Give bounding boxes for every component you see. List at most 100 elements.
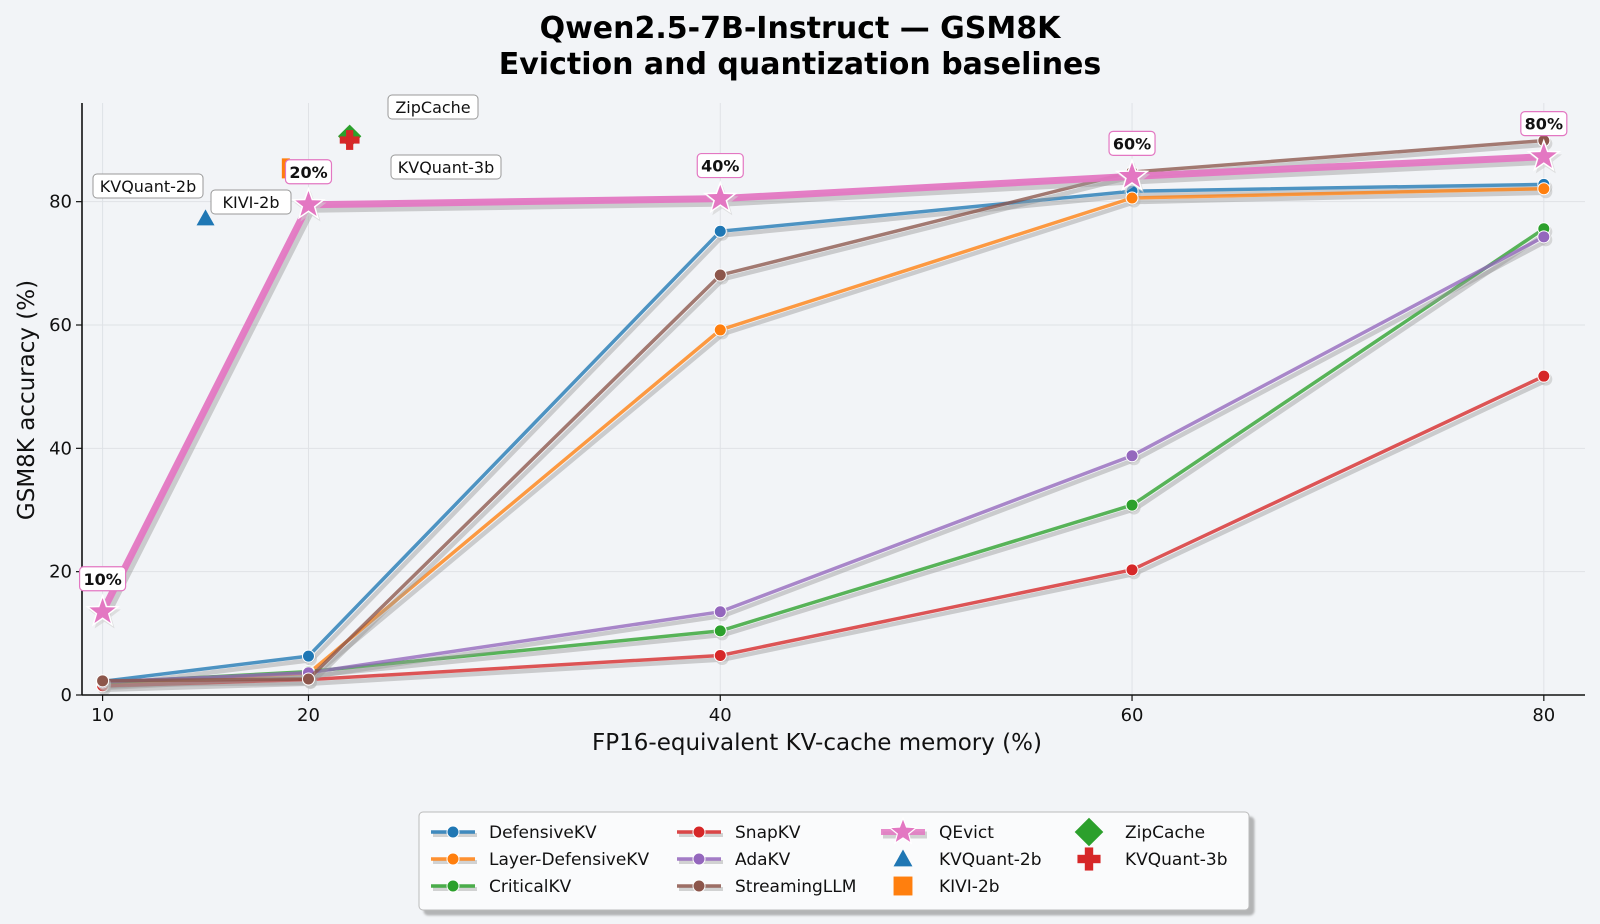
series-layer — [85, 134, 1562, 696]
point-label-box — [1520, 111, 1568, 137]
chart-subtitle: Eviction and quantization baselines — [499, 47, 1102, 82]
point-label-box — [696, 152, 744, 179]
axes: 10 20 40 60 80 0 20 40 60 80 — [49, 103, 1585, 726]
data-point — [702, 180, 738, 214]
point-label-box — [78, 566, 127, 592]
x-tick-label: 40 — [709, 705, 732, 726]
data-point — [1125, 449, 1139, 463]
legend-label: KIVI-2b — [939, 877, 1000, 897]
annotation-box — [92, 173, 204, 199]
point-label: 20% — [289, 163, 327, 182]
x-tick-label: 60 — [1121, 705, 1144, 726]
point-label: 40% — [701, 157, 739, 176]
data-point — [291, 186, 326, 220]
data-point — [301, 672, 315, 686]
legend-item-snapkv: SnapKV — [677, 823, 801, 843]
point-label: 60% — [1113, 134, 1151, 153]
legend-label: DefensiveKV — [489, 823, 597, 843]
series-shadow — [102, 156, 1547, 618]
x-tick-label: 10 — [91, 705, 114, 726]
data-point — [1114, 158, 1150, 192]
legend-marker — [446, 825, 460, 839]
legend-label: ZipCache — [1125, 823, 1205, 843]
annotation-text: KVQuant-2b — [100, 177, 197, 196]
data-point — [713, 268, 727, 282]
y-tick-label: 20 — [49, 562, 72, 583]
legend-marker — [446, 879, 460, 893]
legend-marker — [1074, 817, 1104, 847]
legend-label: KVQuant-2b — [939, 850, 1042, 870]
annotations: 10% 20% 40% 60% 80% KVQuant-2b KIVI-2b ZipCache… — [78, 94, 1568, 592]
legend-item-zipcache: ZipCache — [1074, 817, 1205, 847]
legend-marker — [692, 825, 706, 839]
series-layer-defensivekv — [96, 182, 1553, 694]
data-point — [1537, 369, 1551, 383]
data-point — [1537, 230, 1551, 244]
legend-label: CriticalKV — [489, 877, 572, 897]
legend-marker — [692, 879, 706, 893]
legend-item-kivi-2b: KIVI-2b — [893, 876, 1000, 897]
kvquant-2b-marker — [196, 209, 215, 226]
x-tick-label: 80 — [1532, 705, 1555, 726]
legend-item-streamingllm: StreamingLLM — [677, 877, 856, 897]
chart-title: Qwen2.5-7B-Instruct — GSM8K — [540, 11, 1063, 46]
legend-label: SnapKV — [735, 823, 801, 843]
y-tick-label: 40 — [49, 438, 72, 459]
legend-label: Layer-DefensiveKV — [489, 850, 649, 870]
series-line — [102, 186, 1544, 686]
legend-box — [418, 811, 1250, 911]
series-line — [102, 182, 1544, 684]
data-point — [1537, 182, 1551, 196]
data-point — [1526, 138, 1562, 172]
point-label-box — [284, 159, 333, 185]
annotation-box — [390, 154, 502, 180]
series-shadow — [105, 186, 1547, 688]
data-point — [1125, 498, 1139, 512]
data-point — [301, 649, 315, 663]
data-point — [713, 605, 727, 619]
legend-item-kvquant-3b: KVQuant-3b — [1077, 847, 1228, 871]
annotation-text: ZipCache — [395, 98, 470, 117]
legend-item-kvquant-2b: KVQuant-2b — [893, 849, 1042, 870]
legend-marker — [1084, 847, 1094, 871]
x-axis-label: FP16-equivalent KV-cache memory (%) — [592, 730, 1042, 756]
annotation-box — [387, 94, 479, 120]
legend-marker — [446, 852, 460, 866]
annotation-text: KIVI-2b — [223, 193, 280, 212]
legend-marker — [692, 852, 706, 866]
legend-label: QEvict — [939, 823, 994, 843]
legend-marker — [888, 816, 918, 845]
legend: DefensiveKV Layer-DefensiveKV CriticalKV Sn… — [418, 811, 1250, 911]
legend-item-qevict: QEvict — [881, 816, 994, 845]
annotation-text: KVQuant-3b — [398, 158, 495, 177]
series-snapkv — [96, 369, 1553, 696]
data-point — [1125, 563, 1139, 577]
point-label-box — [1108, 130, 1156, 156]
data-point — [1125, 191, 1139, 205]
series-streamingllm — [96, 134, 1553, 691]
y-tick-label: 60 — [49, 315, 72, 336]
kvquant-3b-marker — [346, 130, 354, 150]
legend-item-adakv: AdaKV — [677, 850, 791, 870]
x-tick-label: 20 — [297, 705, 320, 726]
legend-item-criticalkv: CriticalKV — [431, 877, 572, 897]
data-point — [713, 323, 727, 337]
data-point — [96, 674, 110, 688]
legend-marker — [893, 849, 913, 867]
point-label: 80% — [1525, 115, 1563, 134]
data-point — [713, 624, 727, 638]
data-point — [713, 649, 727, 663]
legend-label: KVQuant-3b — [1125, 850, 1228, 870]
point-label: 10% — [83, 570, 121, 589]
data-point — [713, 224, 727, 238]
legend-marker — [893, 876, 913, 896]
legend-label: AdaKV — [735, 850, 791, 870]
legend-item-layer-defensivekv: Layer-DefensiveKV — [431, 850, 649, 870]
series-shadow — [105, 190, 1547, 691]
y-axis-label: GSM8K accuracy (%) — [14, 280, 40, 520]
legend-label: StreamingLLM — [735, 877, 856, 897]
series-criticalkv — [96, 222, 1553, 693]
series-shadow — [105, 238, 1548, 689]
legend-item-defensivekv: DefensiveKV — [431, 823, 597, 843]
